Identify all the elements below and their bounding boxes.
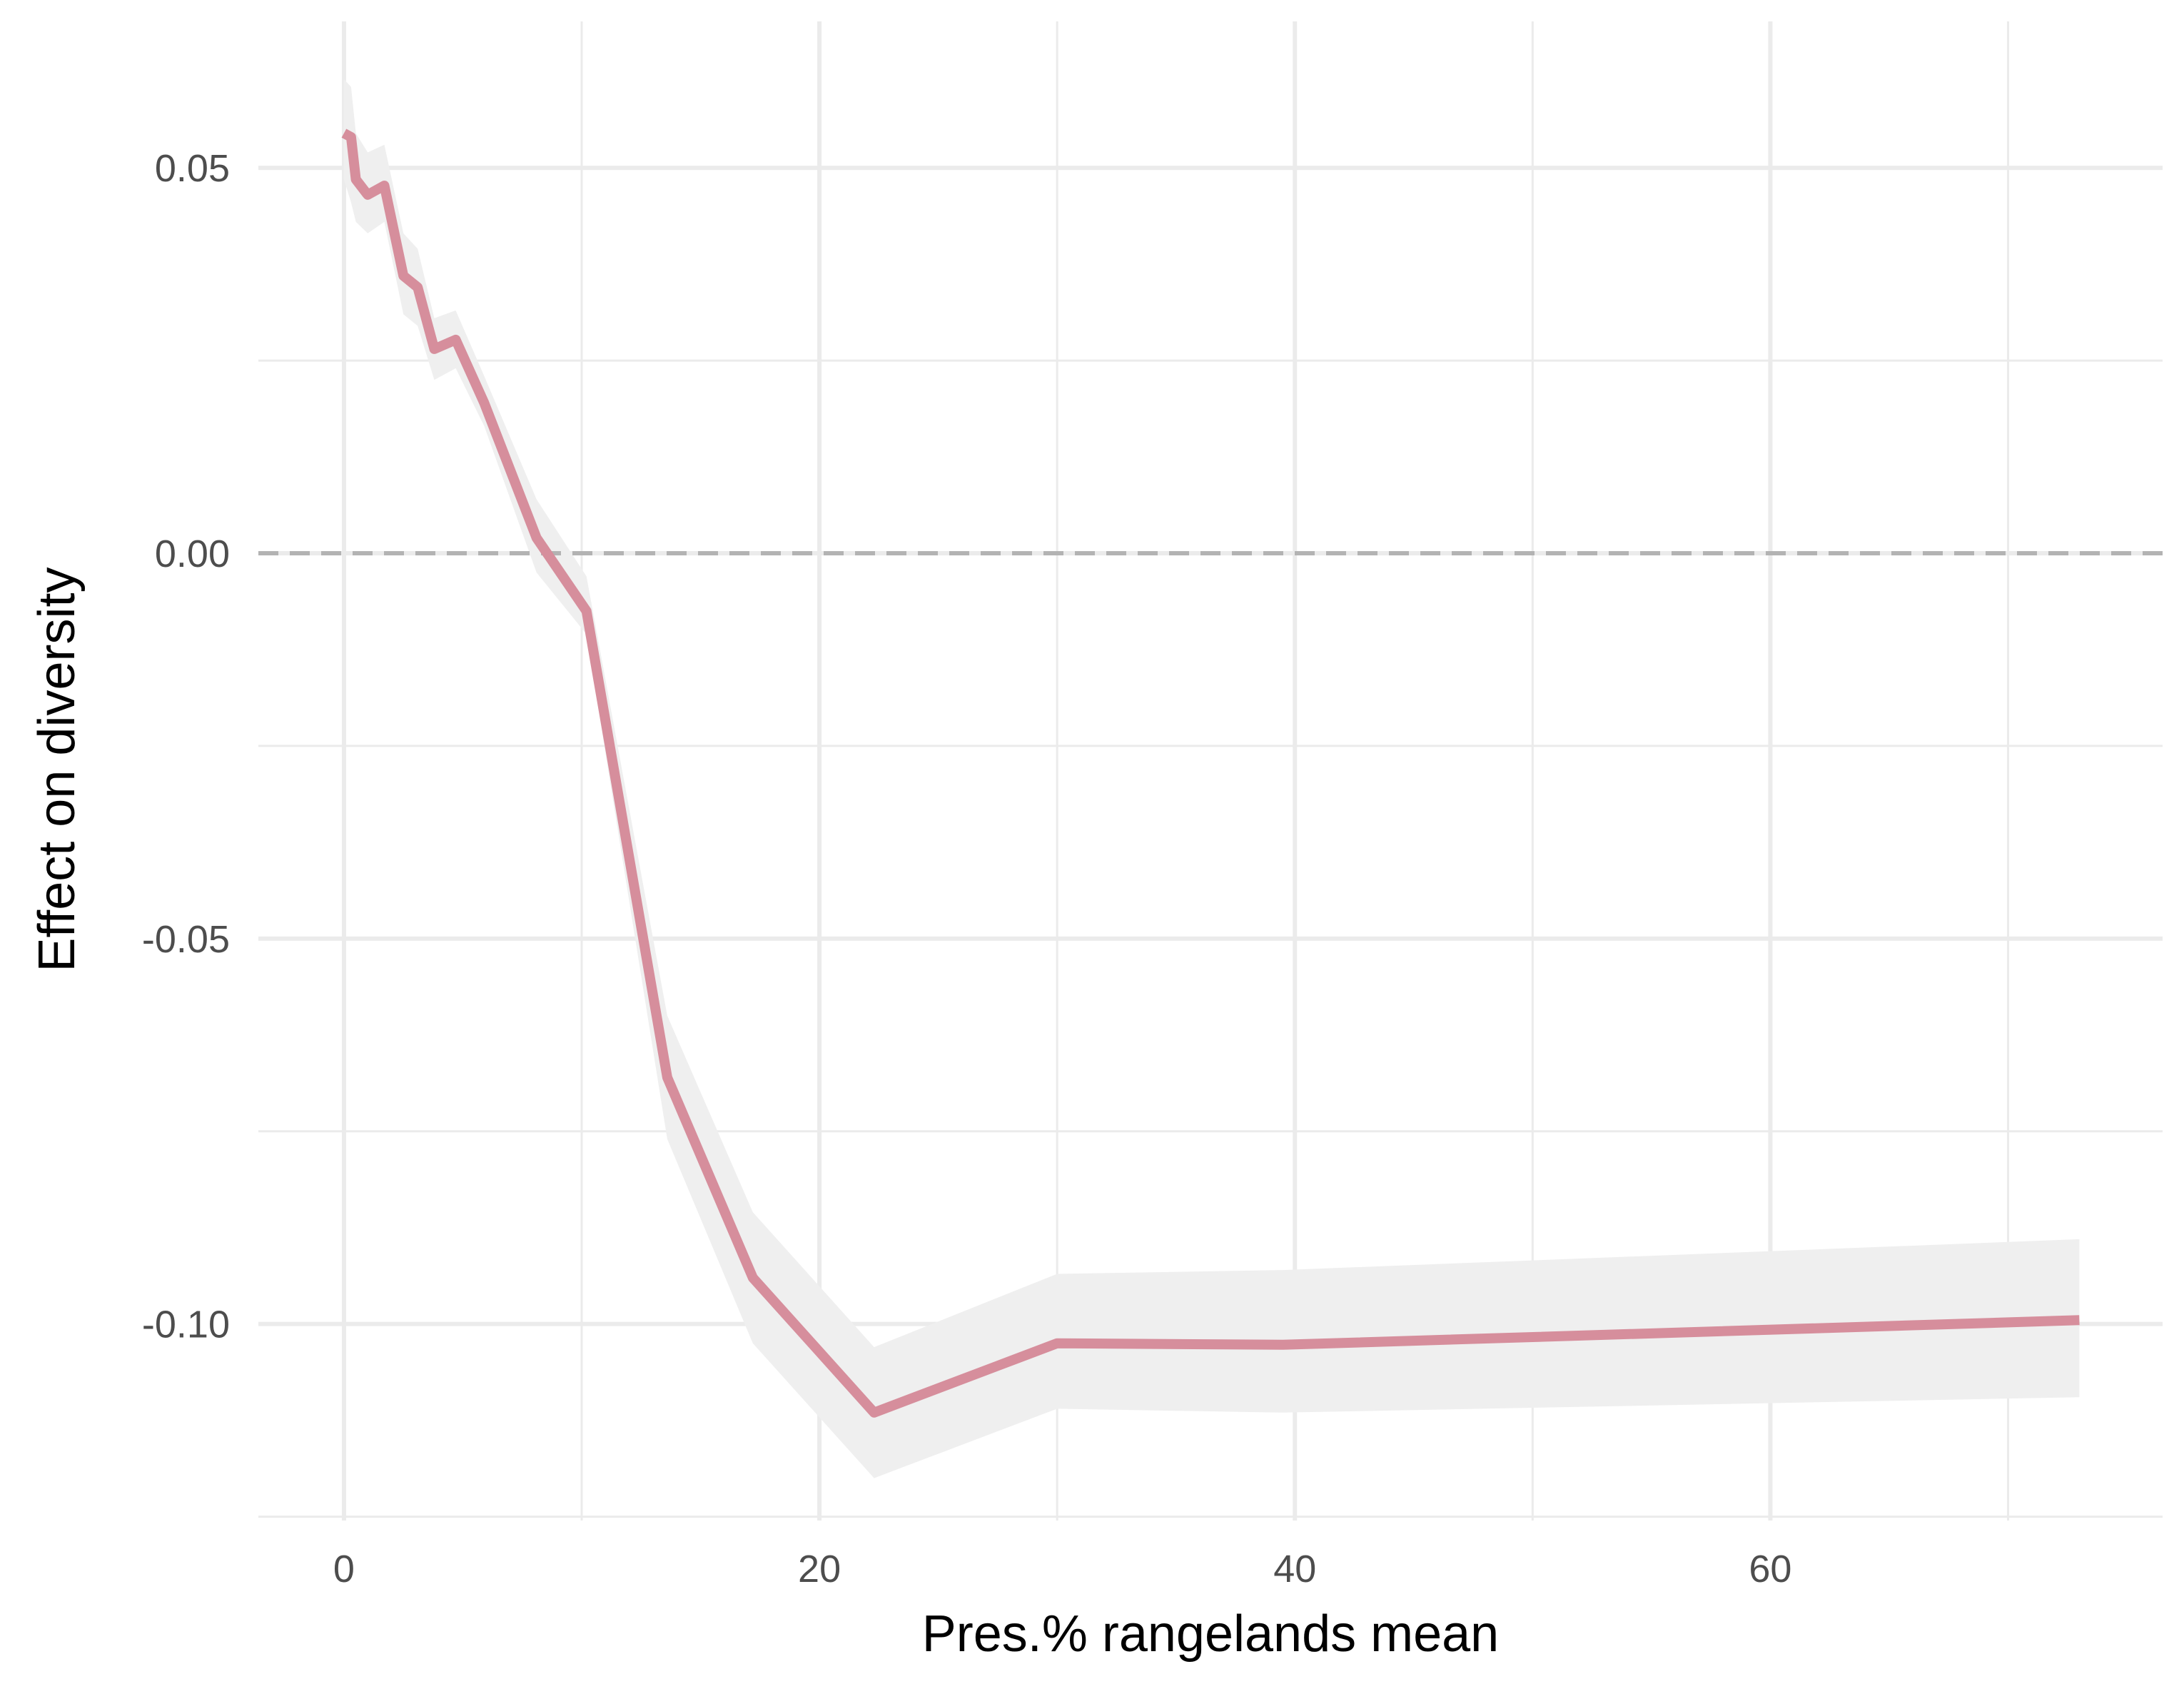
y-axis-title: Effect on diversity: [29, 568, 86, 972]
x-tick-label: 40: [1273, 1548, 1316, 1590]
x-tick-label: 0: [333, 1548, 355, 1590]
y-tick-label: 0.00: [155, 533, 230, 575]
y-tick-label: -0.10: [142, 1304, 230, 1346]
y-tick-label: -0.05: [142, 918, 230, 961]
x-tick-label: 60: [1749, 1548, 1791, 1590]
effect-line: [341, 128, 2080, 1418]
y-tick-label: 0.05: [155, 147, 230, 190]
x-axis-ticks: 0 20 40 60: [333, 1548, 1792, 1590]
grid-minor: [258, 21, 2163, 1521]
x-tick-label: 20: [798, 1548, 841, 1590]
y-axis-ticks: -0.10 -0.05 0.00 0.05: [142, 147, 230, 1346]
x-axis-title: Pres.% rangelands mean: [922, 1605, 1499, 1663]
series-lines: [341, 128, 2080, 1418]
confidence-band-area: [343, 79, 2080, 1478]
confidence-band: [343, 79, 2080, 1478]
